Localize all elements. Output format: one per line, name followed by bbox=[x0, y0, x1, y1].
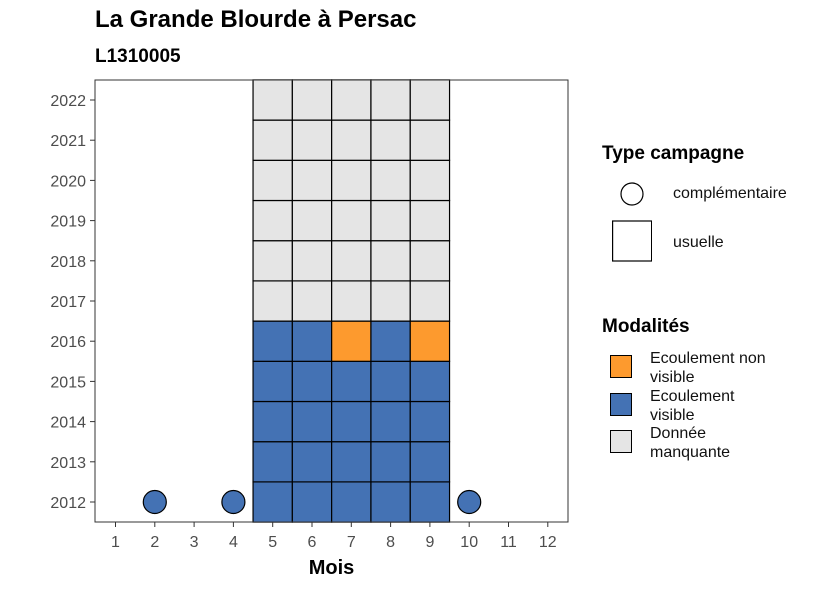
legend-key-visible bbox=[610, 393, 632, 416]
y-tick-label-2020: 2020 bbox=[50, 173, 86, 190]
cell-2019-9 bbox=[409, 199, 451, 242]
legend-label-non-visible: Ecoulement non visible bbox=[650, 350, 766, 386]
legend-type-title: Type campagne bbox=[602, 143, 745, 164]
cell-2015-9 bbox=[409, 360, 451, 403]
cell-2019-7 bbox=[331, 199, 372, 242]
cell-2022-8 bbox=[370, 79, 411, 121]
legend-modalites-title: Modalités bbox=[602, 316, 690, 337]
cell-2016-8 bbox=[370, 320, 411, 362]
x-tick-label-3: 3 bbox=[190, 534, 199, 551]
cell-2020-5 bbox=[252, 159, 293, 202]
cell-2018-8 bbox=[370, 240, 411, 282]
legend-key-manquante bbox=[610, 430, 632, 453]
y-tick-label-2019: 2019 bbox=[50, 214, 86, 231]
point-2012-10 bbox=[457, 489, 482, 515]
cell-2021-8 bbox=[370, 119, 411, 161]
legend-key-non-visible bbox=[610, 355, 632, 378]
cell-2021-7 bbox=[331, 119, 372, 161]
cell-2022-9 bbox=[409, 79, 451, 121]
cell-2014-6 bbox=[291, 400, 333, 443]
cell-2014-9 bbox=[409, 400, 451, 443]
x-tick-label-10: 10 bbox=[460, 534, 478, 551]
y-tick-label-2012: 2012 bbox=[50, 495, 86, 512]
cell-2020-7 bbox=[331, 159, 372, 202]
cell-2013-5 bbox=[252, 441, 293, 483]
cell-2017-6 bbox=[291, 280, 333, 322]
legend-label-manquante: Donnée manquante bbox=[650, 425, 731, 461]
y-tick-label-2017: 2017 bbox=[50, 294, 86, 311]
cell-2012-5 bbox=[252, 481, 293, 523]
x-axis-title: Mois bbox=[309, 557, 355, 579]
x-tick-label-11: 11 bbox=[500, 534, 517, 551]
cell-2019-8 bbox=[370, 199, 411, 242]
cell-2020-6 bbox=[291, 159, 333, 202]
cell-2015-5 bbox=[252, 360, 293, 403]
x-tick-label-2: 2 bbox=[150, 534, 159, 551]
cell-2014-8 bbox=[370, 400, 411, 443]
x-tick-label-9: 9 bbox=[425, 534, 434, 551]
y-tick-label-2016: 2016 bbox=[50, 334, 86, 351]
legend-label-complementaire: complémentaire bbox=[673, 185, 787, 202]
x-tick-label-6: 6 bbox=[308, 534, 317, 551]
cell-2015-6 bbox=[291, 360, 333, 403]
cell-2013-7 bbox=[331, 441, 372, 483]
cell-2019-5 bbox=[252, 199, 293, 242]
cell-2019-6 bbox=[291, 199, 333, 242]
x-tick-label-4: 4 bbox=[229, 534, 238, 551]
y-tick-label-2021: 2021 bbox=[50, 133, 86, 150]
cell-2020-8 bbox=[370, 159, 411, 202]
cell-2022-5 bbox=[252, 79, 293, 121]
cell-2012-6 bbox=[291, 481, 333, 523]
cell-2017-7 bbox=[331, 280, 372, 322]
cell-2017-8 bbox=[370, 280, 411, 322]
legend-circle-icon bbox=[620, 182, 644, 206]
cell-2015-7 bbox=[331, 360, 372, 403]
cell-2021-5 bbox=[252, 119, 293, 161]
cell-2012-9 bbox=[409, 481, 451, 523]
cell-2013-8 bbox=[370, 441, 411, 483]
cell-2018-9 bbox=[409, 240, 451, 282]
cell-2018-6 bbox=[291, 240, 333, 282]
cell-2016-9 bbox=[409, 320, 451, 362]
cell-2022-7 bbox=[331, 79, 372, 121]
legend-label-usuelle: usuelle bbox=[673, 234, 724, 251]
y-tick-label-2022: 2022 bbox=[50, 93, 86, 110]
cell-2016-6 bbox=[291, 320, 333, 362]
cell-2020-9 bbox=[409, 159, 451, 202]
y-tick-label-2013: 2013 bbox=[50, 455, 86, 472]
y-tick-label-2014: 2014 bbox=[50, 415, 86, 432]
cell-2012-8 bbox=[370, 481, 411, 523]
cell-2021-6 bbox=[291, 119, 333, 161]
chart-subtitle: L1310005 bbox=[95, 46, 181, 67]
point-2012-2 bbox=[142, 489, 167, 515]
cell-2016-7 bbox=[331, 320, 372, 362]
cell-2017-5 bbox=[252, 280, 293, 322]
x-tick-label-1: 1 bbox=[111, 534, 120, 551]
chart-title: La Grande Blourde à Persac bbox=[95, 6, 417, 33]
cell-2018-7 bbox=[331, 240, 372, 282]
legend-type-keys bbox=[612, 182, 652, 262]
cell-2014-7 bbox=[331, 400, 372, 443]
cell-2013-9 bbox=[409, 441, 451, 483]
x-tick-label-8: 8 bbox=[386, 534, 395, 551]
x-tick-label-5: 5 bbox=[268, 534, 277, 551]
x-tick-label-12: 12 bbox=[539, 534, 557, 551]
cell-2022-6 bbox=[291, 79, 333, 121]
cell-2014-5 bbox=[252, 400, 293, 443]
cell-2018-5 bbox=[252, 240, 293, 282]
x-tick-label-7: 7 bbox=[347, 534, 356, 551]
legend-square-icon bbox=[612, 220, 652, 262]
legend-label-visible: Ecoulement visible bbox=[650, 388, 735, 424]
cell-2017-9 bbox=[409, 280, 451, 322]
y-tick-label-2015: 2015 bbox=[50, 374, 86, 391]
y-tick-label-2018: 2018 bbox=[50, 254, 86, 271]
point-2012-4 bbox=[221, 489, 246, 515]
cell-2015-8 bbox=[370, 360, 411, 403]
cell-2016-5 bbox=[252, 320, 293, 362]
cell-2012-7 bbox=[331, 481, 372, 523]
cell-2013-6 bbox=[291, 441, 333, 483]
cell-2021-9 bbox=[409, 119, 451, 161]
